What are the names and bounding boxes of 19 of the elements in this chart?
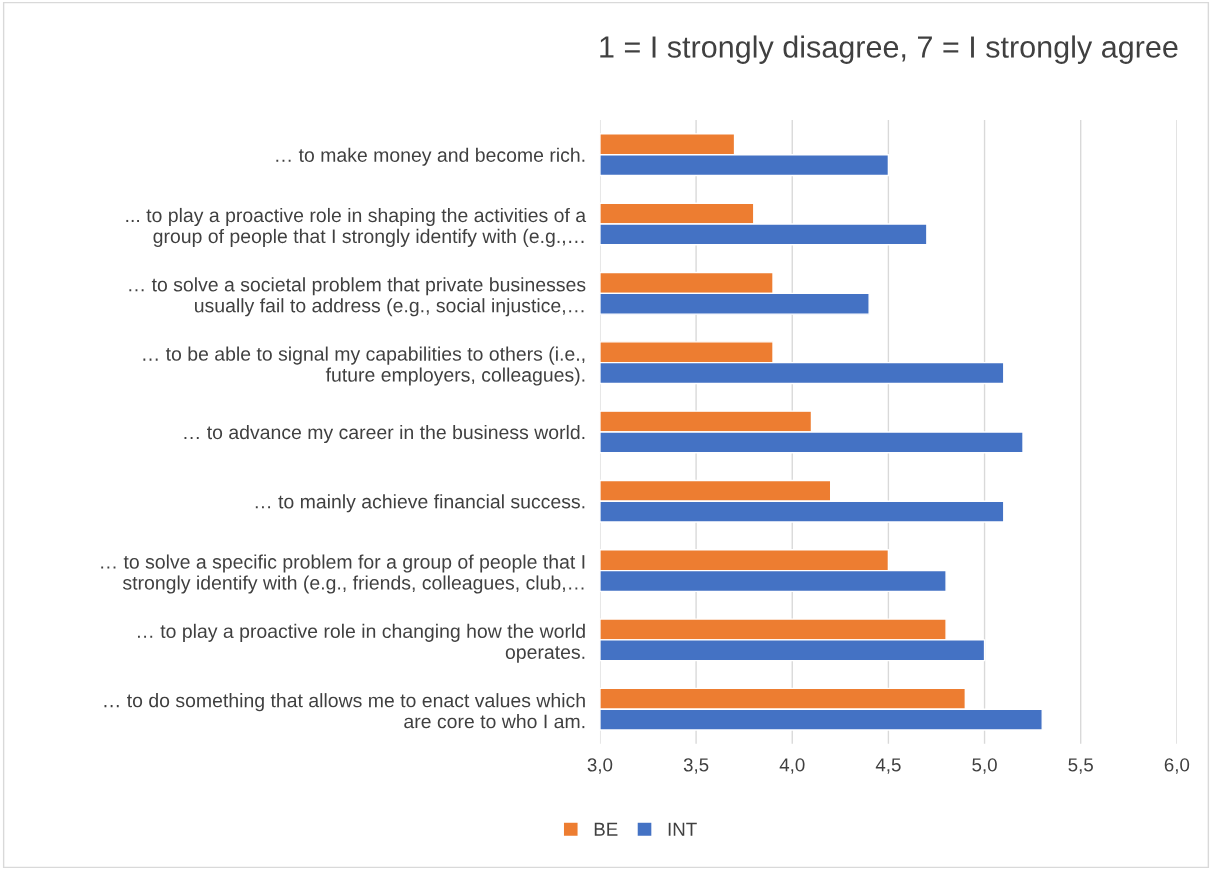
x-tick-label: 6,0	[1164, 758, 1190, 774]
x-tick-label: 3,0	[587, 758, 613, 774]
y-tick-label: … to advance my career in the business world.	[184, 424, 585, 444]
legend-label: BE	[594, 822, 618, 836]
y-tick-label: … to solve a specific problem for a group of people that I strongly identify with (e.g., friends, colleagues, club,…	[101, 554, 585, 594]
x-tick-label: 5,5	[1068, 758, 1093, 774]
x-tick-label: 3,5	[683, 758, 709, 774]
y-tick-label: … to play a proactive role in changing how the world operates.	[138, 623, 585, 663]
legend-label: INT	[668, 822, 697, 836]
y-tick-label: … to do something that allows me to enact values which are core to who I am.	[104, 693, 585, 729]
x-tick-label: 4,0	[779, 758, 805, 774]
x-tick-label: 5,0	[972, 758, 997, 774]
y-tick-label: … to be able to signal my capabilities to others (i.e., future employers, colleagues).	[143, 346, 585, 386]
x-tick-label: 4,5	[875, 758, 901, 774]
y-tick-label: … to mainly achieve financial success.	[255, 494, 585, 513]
chart-title: 1 = I strongly disagree, 7 = I strongly agree	[600, 35, 1178, 64]
y-tick-label: ... to play a proactive role in shaping the activities of a group of people that I strongly identify with (e.g.,…	[126, 207, 587, 247]
y-tick-label: … to make money and become rich.	[276, 147, 585, 166]
y-tick-label: … to solve a societal problem that private businesses usually fail to address (e.g., social injustice,…	[129, 277, 586, 317]
